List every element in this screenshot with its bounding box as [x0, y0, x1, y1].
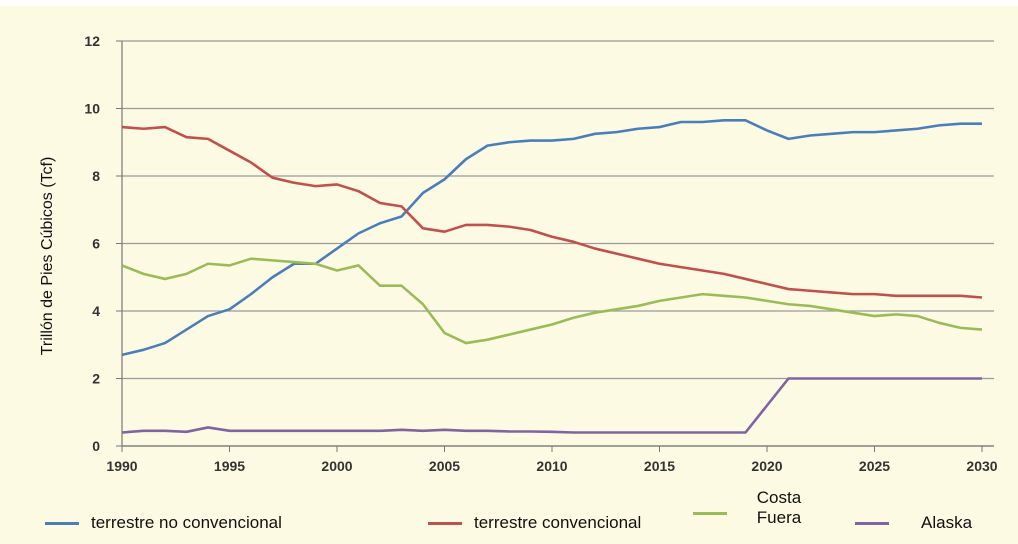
- x-tick-label: 2020: [751, 458, 782, 474]
- y-tick-label: 2: [92, 371, 100, 387]
- x-tick-label: 2005: [429, 458, 460, 474]
- legend-item: terrestre no convencional: [45, 512, 282, 534]
- chart: Trillón de Pies Cúbicos (Tcf) 0 2 4 6 8 10 12 1…: [39, 33, 998, 474]
- line-series: [121, 257, 983, 345]
- x-tick-label: 2025: [859, 458, 890, 474]
- line-series: [121, 119, 982, 357]
- x-tick-label: 2015: [644, 458, 675, 474]
- legend-label: Alaska: [921, 513, 973, 532]
- x-tick-label: 2030: [966, 458, 997, 474]
- x-tick-label: 1990: [106, 458, 137, 474]
- y-axis-label: Trillón de Pies Cúbicos (Tcf): [39, 157, 56, 356]
- legend-item: Costa Fuera: [693, 488, 819, 528]
- y-tick-label: 0: [92, 438, 100, 454]
- x-tick-label: 1995: [214, 458, 245, 474]
- y-tick-label: 12: [84, 33, 100, 49]
- legend-swatch: [428, 521, 462, 525]
- y-tick-label: 4: [92, 303, 100, 319]
- legend-item: Alaska: [855, 512, 972, 534]
- line-series: [121, 125, 983, 299]
- legend-label: Costa Fuera: [756, 488, 802, 527]
- y-tick-label: 10: [84, 101, 100, 117]
- legend-swatch: [855, 521, 889, 525]
- legend-swatch: [693, 512, 727, 515]
- legend-label: terrestre no convencional: [91, 513, 282, 532]
- line-series: [121, 377, 982, 434]
- y-tick-label: 8: [92, 168, 100, 184]
- legend-item: terrestre convencional: [428, 512, 641, 534]
- chart-area: Trillón de Pies Cúbicos (Tcf) 0 2 4 6 8 10 12 1…: [0, 6, 1018, 544]
- x-tick-label: 2010: [536, 458, 567, 474]
- legend-swatch: [45, 521, 79, 525]
- legend-label: terrestre convencional: [474, 513, 642, 532]
- x-tick-label: 2000: [321, 458, 352, 474]
- y-tick-label: 6: [92, 236, 100, 252]
